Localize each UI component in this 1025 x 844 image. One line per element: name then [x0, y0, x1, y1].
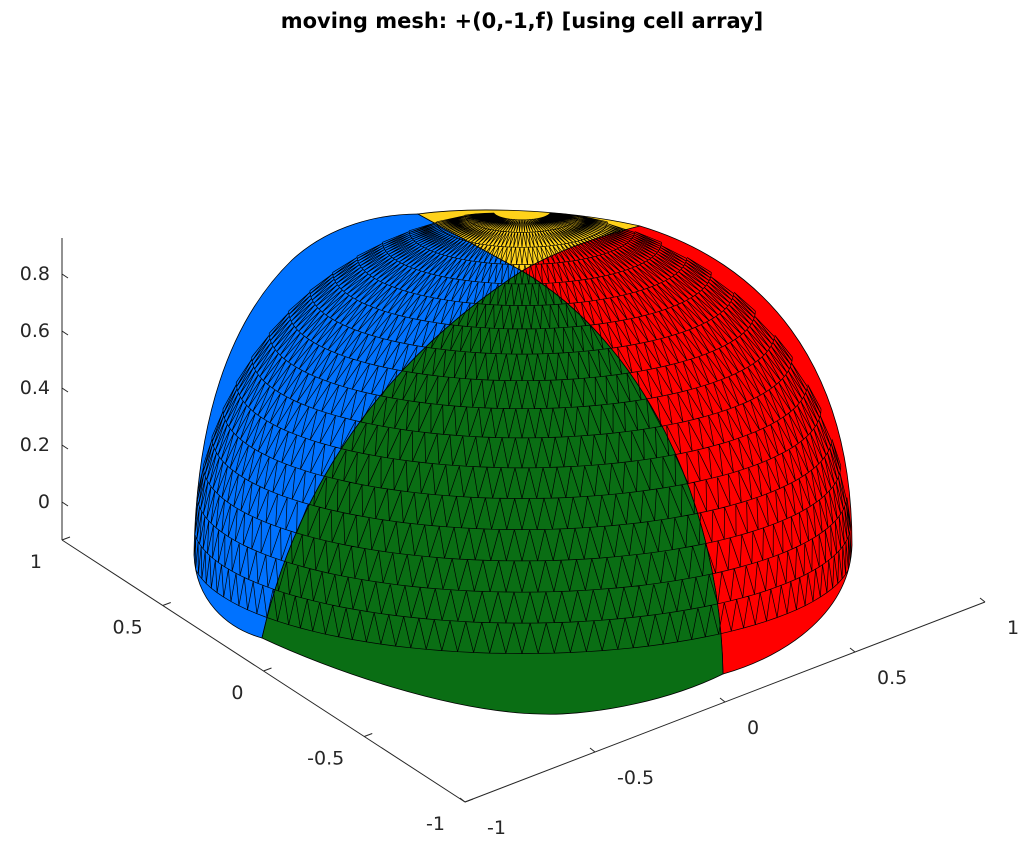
y-tick-mark-3: [849, 647, 856, 653]
x-tick-mark-1: [364, 733, 373, 737]
z-tick-mark-0: [61, 501, 69, 507]
z-tick-label-0: 0: [38, 491, 50, 513]
y-tick-label-3: 0.5: [877, 667, 907, 689]
z-tick-mark-3: [61, 330, 69, 336]
y-tick-label-2: 0: [747, 717, 759, 739]
x-tick-label-4: 1: [30, 551, 42, 573]
z-tick-label-3: 0.6: [20, 320, 50, 342]
z-tick-mark-4: [61, 273, 69, 279]
y-tick-mark-0: [459, 797, 466, 803]
x-tick-label-0: -1: [426, 813, 445, 835]
axes: 0 0.2 0.4 0.6 0.8 -1 -0.5 0 0.5 1 -1 -0.5 0 0.5 1: [20, 238, 1019, 839]
chart-title: moving mesh: +(0,-1,f) [using cell array…: [281, 9, 764, 33]
x-tick-mark-4: [61, 536, 71, 541]
x-tick-mark-3: [162, 602, 171, 606]
z-tick-label-2: 0.4: [20, 377, 50, 399]
x-tick-label-3: 0.5: [113, 617, 143, 639]
x-tick-label-1: -0.5: [307, 748, 344, 770]
hemisphere-surface: [193, 209, 853, 715]
x-tick-mark-0: [464, 798, 474, 803]
z-tick-label-4: 0.8: [20, 263, 50, 285]
mesh-edges: [194, 212, 852, 654]
y-tick-label-4: 1: [1007, 617, 1019, 639]
mesh-edges-path: [194, 212, 852, 654]
x-tick-label-2: 0: [231, 682, 243, 704]
y-tick-mark-2: [719, 697, 726, 703]
z-tick-mark-2: [61, 387, 69, 393]
z-tick-label-1: 0.2: [20, 434, 50, 456]
z-tick-mark-1: [61, 444, 69, 450]
x-tick-mark-2: [263, 667, 272, 672]
y-tick-mark-1: [589, 747, 596, 753]
y-tick-label-0: -1: [487, 817, 506, 839]
y-tick-label-1: -0.5: [617, 767, 654, 789]
y-tick-mark-4: [979, 597, 986, 603]
patch-green: [261, 270, 724, 715]
